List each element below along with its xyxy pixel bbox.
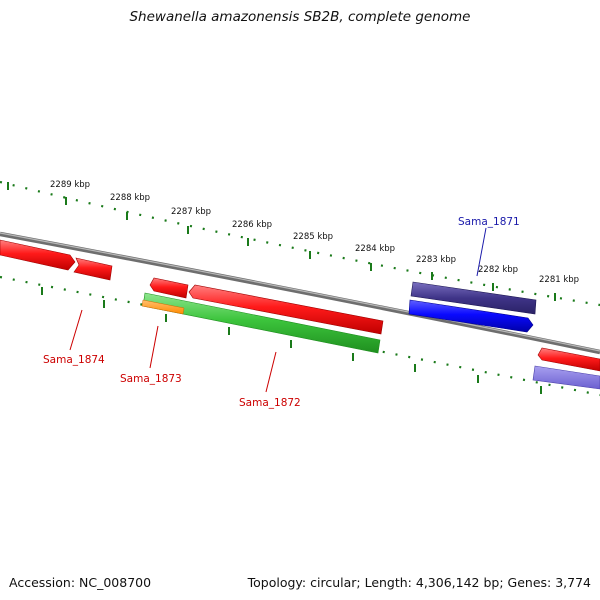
gene-label-sama-1871[interactable]: Sama_1871	[458, 216, 520, 228]
gene-sama-1873-red[interactable]	[149, 277, 189, 299]
genome-summary-text: Topology: circular; Length: 4,306,142 bp…	[247, 575, 591, 590]
tick-label: 2285 kbp	[293, 232, 333, 242]
upper-major-ticks	[7, 182, 556, 301]
gene-right-edge-lavender[interactable]	[532, 365, 600, 390]
tick-label: 2287 kbp	[171, 207, 211, 217]
gene-sama-1871[interactable]	[408, 299, 534, 333]
gene-sama-1874[interactable]	[73, 257, 113, 281]
lower-major-ticks	[41, 287, 542, 394]
gene-sama-1873-orange[interactable]	[141, 299, 185, 315]
gene-label-sama-1873[interactable]: Sama_1873	[120, 373, 182, 385]
gene-sama-1872-red[interactable]	[188, 284, 384, 335]
tick-label: 2284 kbp	[355, 244, 395, 254]
gene-sama-1874-upstream[interactable]	[0, 239, 76, 271]
label-leaders	[69, 227, 487, 393]
tick-label: 2286 kbp	[232, 220, 272, 230]
gene-label-sama-1874[interactable]: Sama_1874	[43, 354, 105, 366]
tick-label: 2281 kbp	[539, 275, 579, 285]
tick-label: 2289 kbp	[50, 180, 90, 190]
tick-label: 2288 kbp	[110, 193, 150, 203]
gene-sama-1871-purple[interactable]	[410, 281, 537, 315]
accession-text: Accession: NC_008700	[9, 575, 152, 590]
genome-backbone	[0, 231, 600, 355]
map-title: Shewanella amazonensis SB2B, complete ge…	[129, 9, 471, 25]
gene-right-edge-red[interactable]	[537, 347, 600, 372]
gene-label-sama-1872[interactable]: Sama_1872	[239, 397, 301, 409]
tick-label: 2282 kbp	[478, 265, 518, 275]
tick-label: 2283 kbp	[416, 255, 456, 265]
upper-tick-ring	[0, 180, 600, 307]
kbp-labels: 2289 kbp 2288 kbp 2287 kbp 2286 kbp 2285…	[50, 180, 579, 285]
